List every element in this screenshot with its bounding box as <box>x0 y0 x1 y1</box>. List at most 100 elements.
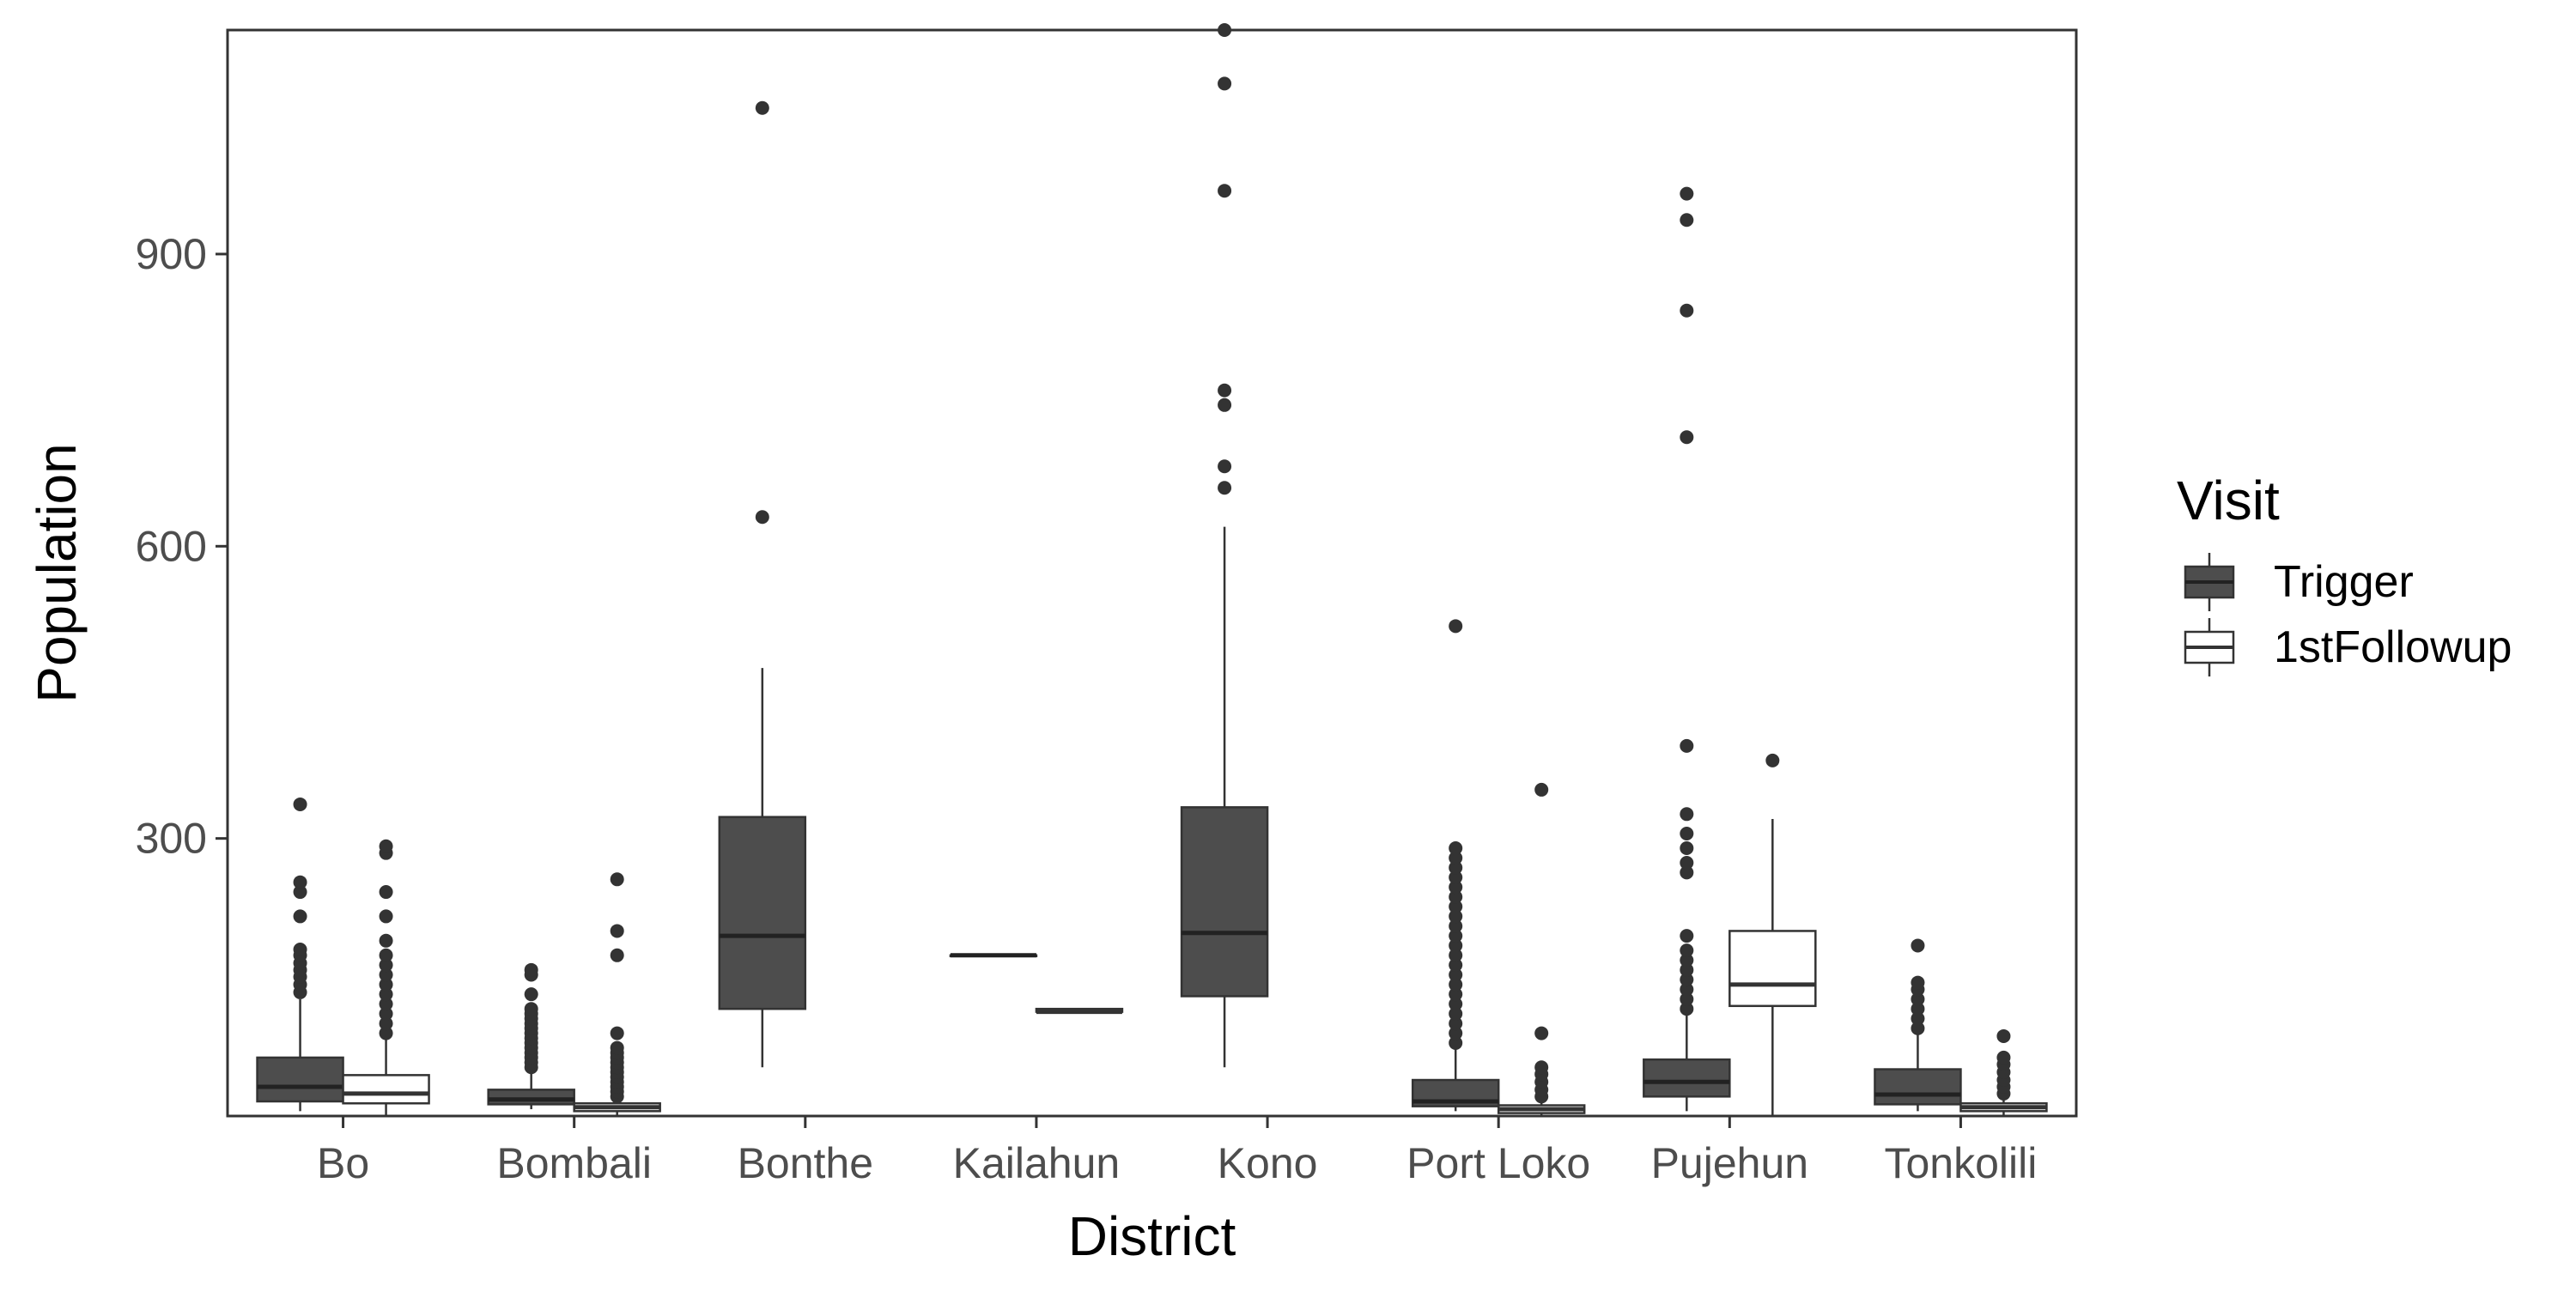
outlier-point <box>1680 943 1694 958</box>
x-tick-label: Port Loko <box>1406 1139 1590 1187</box>
outlier-point <box>1680 213 1694 227</box>
box-group-1stfollowup <box>1728 753 1817 1116</box>
outlier-point <box>1449 948 1463 962</box>
outlier-point <box>1680 430 1694 445</box>
box-group-trigger <box>256 797 344 1112</box>
outlier-point <box>1680 962 1694 977</box>
outlier-point <box>1449 958 1463 973</box>
legend: Visit Trigger 1stFollowup <box>2177 470 2512 676</box>
y-axis-title: Population <box>26 443 88 702</box>
x-tick-label: Kono <box>1218 1139 1318 1187</box>
box-group-1stfollowup <box>1497 782 1586 1116</box>
outlier-point <box>610 948 624 962</box>
outlier-point <box>610 872 624 887</box>
box-iqr <box>1728 930 1817 1008</box>
outlier-point <box>1680 982 1694 997</box>
box-group-trigger <box>1411 619 1500 1112</box>
legend-key-1stfollowup <box>2184 618 2235 676</box>
box-iqr <box>718 816 807 1010</box>
outlier-point <box>293 797 307 811</box>
y-tick-label: 600 <box>136 522 207 570</box>
outlier-point <box>1218 76 1232 91</box>
outlier-point <box>1680 973 1694 987</box>
outlier-point <box>1449 889 1463 904</box>
outlier-point <box>755 510 769 525</box>
x-tick-label: Kailahun <box>953 1139 1121 1187</box>
outlier-point <box>1449 929 1463 943</box>
legend-label-1stfollowup: 1stFollowup <box>2274 622 2512 672</box>
outlier-point <box>293 885 307 900</box>
box-group-trigger <box>949 953 1038 958</box>
outlier-point <box>1449 997 1463 1011</box>
y-tick-label: 900 <box>136 230 207 278</box>
outlier-point <box>1449 851 1463 865</box>
outlier-point <box>1680 992 1694 1006</box>
outlier-point <box>1449 919 1463 933</box>
outlier-point <box>1765 753 1780 767</box>
outlier-point <box>610 1040 624 1055</box>
outlier-point <box>293 909 307 924</box>
outlier-point <box>1218 383 1232 397</box>
outlier-point <box>1449 860 1463 875</box>
outlier-point <box>524 1002 538 1016</box>
plot-panel-border <box>226 28 2078 1118</box>
box-iqr <box>342 1074 430 1105</box>
outlier-point <box>1534 1060 1549 1075</box>
outlier-point <box>755 100 769 115</box>
outlier-point <box>1680 186 1694 201</box>
outlier-point <box>1911 1002 1925 1016</box>
outlier-point <box>379 977 393 992</box>
outlier-point <box>379 1006 393 1021</box>
outlier-point <box>1534 1026 1549 1040</box>
outlier-point <box>1680 807 1694 822</box>
box-group-1stfollowup <box>1959 1028 2048 1116</box>
outlier-point <box>1449 909 1463 924</box>
outlier-point <box>1449 1035 1463 1050</box>
outlier-point <box>524 987 538 1002</box>
outlier-point <box>1680 856 1694 870</box>
outlier-point <box>1911 1011 1925 1026</box>
box-group-1stfollowup <box>1035 1007 1124 1015</box>
box-iqr <box>1643 1058 1731 1098</box>
outlier-point <box>1680 841 1694 856</box>
outlier-point <box>379 885 393 900</box>
box-iqr <box>1180 806 1269 998</box>
outlier-point <box>1449 1026 1463 1040</box>
outlier-point <box>1449 841 1463 856</box>
outlier-point <box>1218 184 1232 198</box>
box-group-trigger <box>1180 23 1269 1068</box>
x-tick-label: Bonthe <box>738 1139 873 1187</box>
x-tick-label: Bombali <box>496 1139 652 1187</box>
outlier-point <box>610 1026 624 1040</box>
outlier-point <box>293 942 307 956</box>
outlier-point <box>1449 977 1463 992</box>
outlier-point <box>379 997 393 1011</box>
x-axis-title: District <box>1068 1205 1236 1267</box>
box-iqr <box>1874 1068 1962 1106</box>
legend-key-trigger <box>2184 553 2235 611</box>
outlier-point <box>524 962 538 977</box>
box-iqr <box>487 1089 575 1106</box>
x-tick-label: Pujehun <box>1651 1139 1809 1187</box>
outlier-point <box>293 875 307 889</box>
box-group-trigger <box>487 962 575 1110</box>
x-tick-label: Tonkolili <box>1885 1139 2038 1187</box>
outlier-point <box>379 1026 393 1040</box>
outlier-point <box>1680 929 1694 943</box>
box-group-1stfollowup <box>573 872 661 1116</box>
outlier-point <box>1911 992 1925 1006</box>
outlier-point <box>1449 938 1463 953</box>
outlier-point <box>1534 782 1549 797</box>
outlier-point <box>1680 953 1694 967</box>
outlier-point <box>1449 880 1463 895</box>
box-group-1stfollowup <box>342 839 430 1116</box>
box-group-trigger <box>1643 186 1731 1112</box>
legend-label-trigger: Trigger <box>2274 557 2414 607</box>
outlier-point <box>379 948 393 962</box>
outlier-point <box>379 958 393 973</box>
axis-layer: 300 600 900 Bo Bombali Bonthe Kailahun Kono Port… <box>136 230 2038 1187</box>
outlier-point <box>1680 303 1694 318</box>
outlier-point <box>1911 938 1925 953</box>
outlier-point <box>379 839 393 853</box>
